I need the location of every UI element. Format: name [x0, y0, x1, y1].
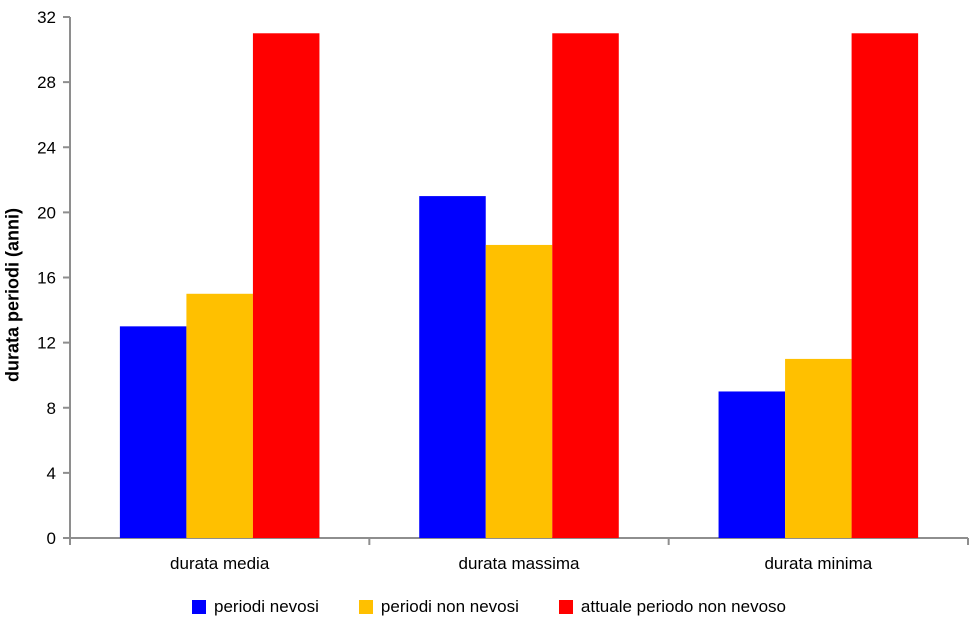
- y-tick-label: 4: [47, 464, 56, 483]
- bar-periodi-non-nevosi-durata-media: [186, 293, 253, 538]
- bar-periodi-non-nevosi-durata-minima: [785, 358, 852, 538]
- y-tick-label: 16: [37, 269, 56, 288]
- legend-label: periodi nevosi: [214, 597, 319, 616]
- y-tick-label: 24: [37, 138, 56, 157]
- legend-label: attuale periodo non nevoso: [580, 597, 786, 616]
- legend-item-periodi-non-nevosi: periodi non nevosi: [358, 597, 519, 617]
- legend-label: periodi non nevosi: [380, 597, 519, 616]
- bar-periodi-nevosi-durata-minima: [718, 391, 786, 538]
- legend-swatch-periodi-non-nevosi: [358, 600, 373, 614]
- x-category-label: durata media: [170, 554, 270, 573]
- bar-attuale-periodo-non-nevoso-durata-minima: [851, 33, 919, 538]
- x-category-label: durata minima: [764, 554, 872, 573]
- y-axis-title: durata periodi (anni): [2, 207, 23, 383]
- bar-periodi-nevosi-durata-massima: [419, 196, 486, 538]
- y-tick-label: 20: [37, 203, 56, 222]
- y-tick-label: 8: [47, 399, 56, 418]
- bar-attuale-periodo-non-nevoso-durata-massima: [552, 33, 619, 538]
- legend-swatch-attuale-periodo-non-nevoso: [558, 600, 573, 614]
- y-tick-label: 0: [47, 529, 56, 548]
- legend-item-periodi-nevosi: periodi nevosi: [192, 597, 319, 617]
- x-category-label: durata massima: [459, 554, 580, 573]
- legend-item-attuale-periodo-non-nevoso: attuale periodo non nevoso: [558, 597, 786, 617]
- bar-periodi-non-nevosi-durata-massima: [485, 244, 553, 538]
- bar-periodi-nevosi-durata-media: [119, 326, 187, 538]
- bar-attuale-periodo-non-nevoso-durata-media: [252, 33, 320, 538]
- chart-legend: periodi nevosi periodi non nevosi attuale …: [0, 597, 978, 617]
- y-tick-label: 12: [37, 334, 56, 353]
- legend-swatch-periodi-nevosi: [192, 600, 206, 614]
- y-tick-label: 32: [37, 8, 56, 27]
- y-tick-label: 28: [37, 73, 56, 92]
